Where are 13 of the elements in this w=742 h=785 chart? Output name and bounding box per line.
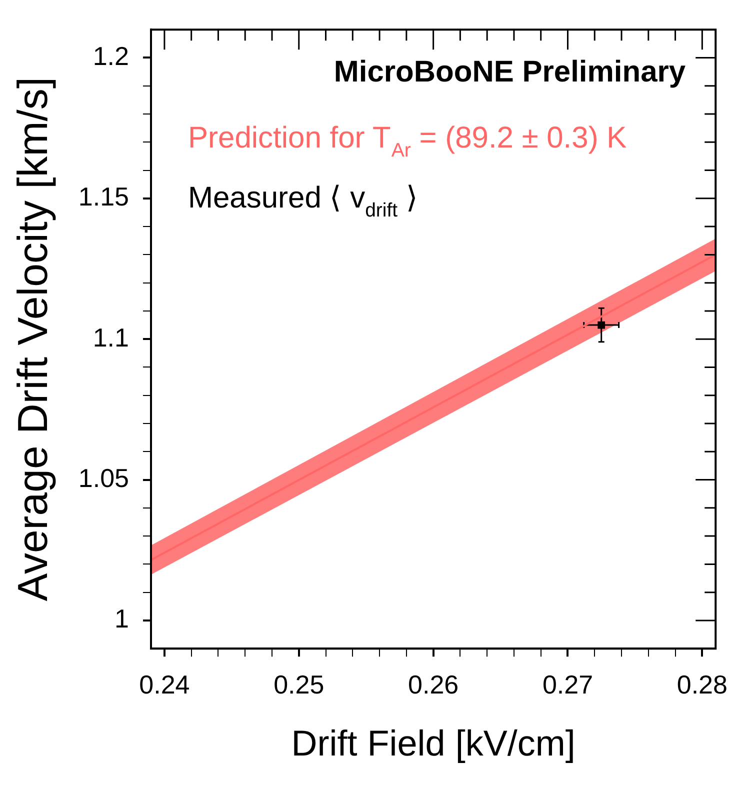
y-tick-label: 1.1 xyxy=(92,322,130,352)
x-tick-label: 0.28 xyxy=(676,669,728,700)
x-tick-label: 0.26 xyxy=(408,669,459,700)
y-tick-label: 1.05 xyxy=(78,462,130,493)
y-tick-label: 1.15 xyxy=(78,182,130,212)
y-tick-label: 1.2 xyxy=(92,40,130,71)
y-axis-title: Average Drift Velocity [km/s] xyxy=(8,76,56,602)
x-tick-label: 0.27 xyxy=(542,669,594,700)
text: MicroBooNE Preliminary xyxy=(334,56,686,89)
x-tick-label: 0.25 xyxy=(274,669,324,700)
y-tick-label: 1 xyxy=(114,604,130,634)
x-tick-label: 0.24 xyxy=(139,669,190,700)
x-axis-title: Drift Field [kV/cm] xyxy=(291,722,576,764)
